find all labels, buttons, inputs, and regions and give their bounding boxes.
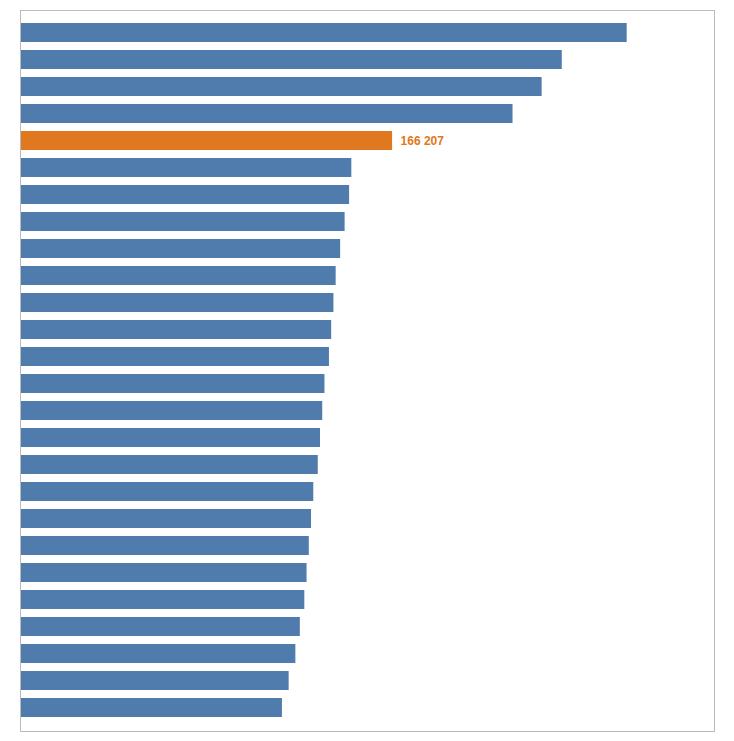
svg-text:166 207: 166 207: [401, 134, 445, 148]
